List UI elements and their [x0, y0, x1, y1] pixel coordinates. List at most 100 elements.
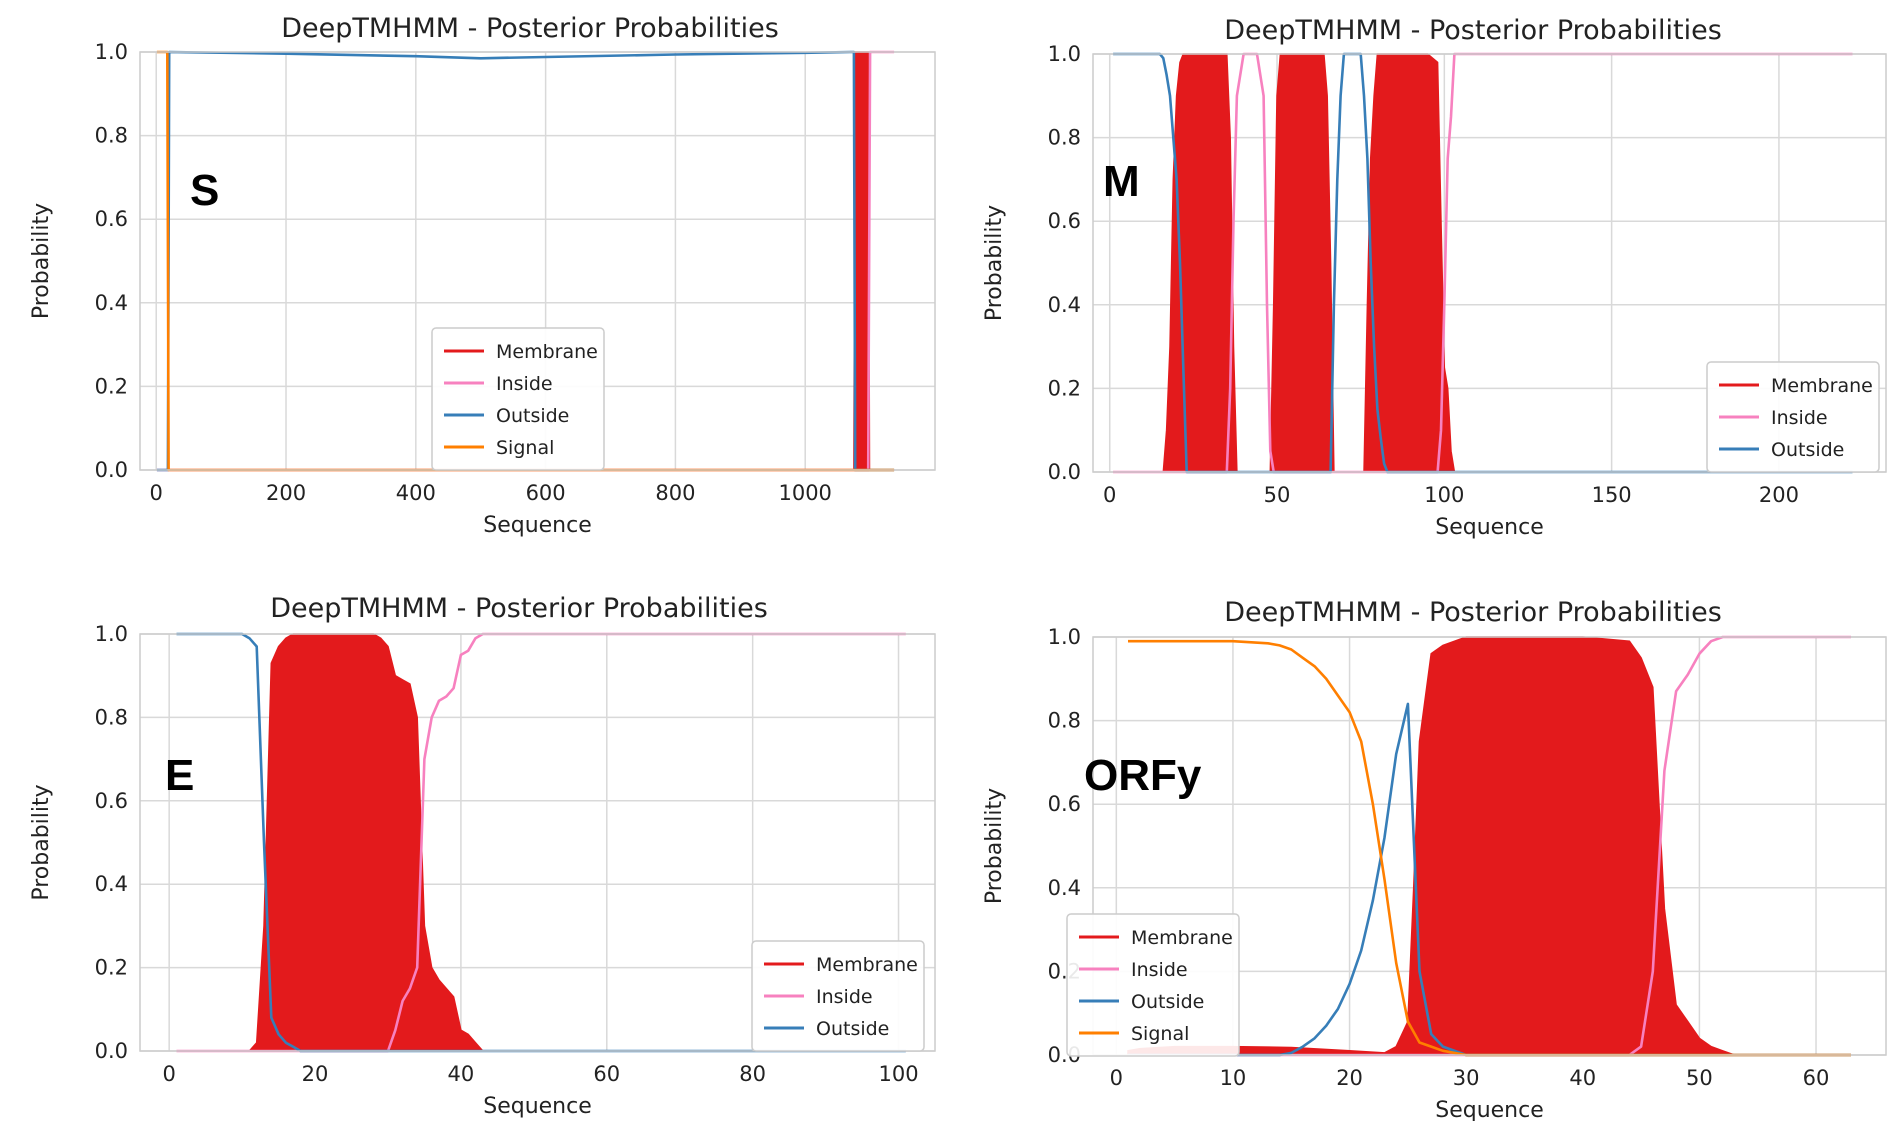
y-axis-label: Probability [29, 203, 54, 319]
legend-label-outside: Outside [816, 1018, 889, 1040]
x-tick-label: 30 [1453, 1066, 1480, 1090]
legend-label-signal: Signal [1131, 1023, 1189, 1045]
y-tick-label: 0.6 [1048, 209, 1081, 233]
x-tick-label: 200 [266, 481, 306, 505]
y-tick-label: 1.0 [95, 622, 128, 646]
x-axis-label: Sequence [1435, 515, 1544, 540]
chart-panel-orfy: 0 10 20 30 40 50 600.00.20.40.60.81.0DeepTMHMM… [982, 597, 1887, 1121]
legend-label-membrane: Membrane [1131, 927, 1233, 949]
x-tick-label: 10 [1220, 1066, 1247, 1090]
legend-label-signal: Signal [496, 437, 554, 459]
y-tick-label: 0.4 [1048, 293, 1081, 317]
panel-label: S [190, 166, 219, 215]
legend: Membrane Inside Outside Signal [431, 327, 605, 471]
legend-label-inside: Inside [816, 986, 873, 1008]
x-tick-label: 40 [448, 1062, 475, 1086]
y-tick-label: 0.2 [95, 956, 128, 980]
y-tick-label: 0.0 [1048, 460, 1081, 484]
x-tick-label: 150 [1592, 483, 1632, 507]
x-axis-label: Sequence [483, 1094, 592, 1119]
y-tick-label: 0.4 [1048, 876, 1081, 900]
chart-panel-e: 0 20 40 60 80 100 0.0 0.2 0.4 0.6 0.8 1.0 DeepTMHMM … [29, 593, 936, 1119]
chart-title: DeepTMHMM - Posterior Probabilities [281, 13, 779, 44]
inside-line [176, 632, 906, 1053]
legend-label-outside: Outside [496, 405, 569, 427]
chart-title: DeepTMHMM - Posterior Probabilities [1224, 15, 1722, 46]
x-tick-label: 0 [1103, 483, 1116, 507]
membrane-area [176, 633, 906, 1052]
legend-label-membrane: Membrane [1771, 375, 1873, 397]
y-tick-label: 0.8 [95, 124, 128, 148]
panel-label: M [1103, 157, 1140, 206]
plot-frame [1092, 636, 1887, 1056]
x-tick-label: 50 [1264, 483, 1291, 507]
legend-box [431, 327, 605, 471]
x-tick-label: 20 [302, 1062, 329, 1086]
y-axis-label: Probability [982, 205, 1007, 321]
x-tick-label: 0 [150, 481, 163, 505]
y-tick-label: 0.8 [1048, 709, 1081, 733]
x-tick-label: 1000 [778, 481, 831, 505]
legend-box [1706, 361, 1880, 473]
panel-label: E [165, 751, 194, 800]
chart-title: DeepTMHMM - Posterior Probabilities [1224, 597, 1722, 628]
legend: Membrane Inside Outside [751, 940, 925, 1052]
plot-frame [139, 633, 936, 1052]
x-tick-label: 0 [162, 1062, 175, 1086]
legend: Membrane Inside Outside Signal [1066, 913, 1240, 1057]
x-tick-label: 40 [1569, 1066, 1596, 1090]
panel-label: ORFy [1084, 751, 1202, 800]
y-tick-label: 0.6 [1048, 792, 1081, 816]
membrane-area [1113, 53, 1853, 473]
legend-label-membrane: Membrane [816, 954, 918, 976]
legend-label-membrane: Membrane [496, 341, 598, 363]
y-tick-label: 1.0 [95, 40, 128, 64]
y-tick-label: 0.2 [1048, 376, 1081, 400]
legend-box [751, 940, 925, 1052]
signal-line [1128, 639, 1851, 1057]
x-tick-label: 100 [1424, 483, 1464, 507]
legend-label-inside: Inside [496, 373, 553, 395]
x-tick-label: 80 [739, 1062, 766, 1086]
y-axis-label: Probability [982, 788, 1007, 904]
y-tick-label: 0.8 [95, 705, 128, 729]
y-tick-label: 1.0 [1048, 42, 1081, 66]
y-tick-label: 1.0 [1048, 625, 1081, 649]
legend-label-outside: Outside [1771, 439, 1844, 461]
x-axis-label: Sequence [1435, 1098, 1544, 1121]
outside-line [1128, 702, 1851, 1057]
inside-line [1128, 635, 1851, 1057]
plot-frame [1092, 53, 1887, 473]
outside-line [1113, 52, 1853, 474]
y-tick-label: 0.4 [95, 291, 128, 315]
y-tick-label: 0.0 [95, 1039, 128, 1063]
legend-label-outside: Outside [1131, 991, 1204, 1013]
y-tick-label: 0.4 [95, 872, 128, 896]
y-tick-label: 0.6 [95, 207, 128, 231]
x-axis-label: Sequence [483, 513, 592, 538]
legend-box [1066, 913, 1240, 1057]
x-tick-label: 20 [1336, 1066, 1363, 1090]
y-tick-label: 0.8 [1048, 126, 1081, 150]
y-tick-label: 0.0 [95, 458, 128, 482]
y-axis-label: Probability [29, 784, 54, 900]
chart-title: DeepTMHMM - Posterior Probabilities [270, 593, 768, 624]
legend: Membrane Inside Outside [1706, 361, 1880, 473]
x-tick-label: 400 [396, 481, 436, 505]
x-tick-label: 100 [878, 1062, 918, 1086]
legend-label-inside: Inside [1131, 959, 1188, 981]
y-tick-label: 0.6 [95, 789, 128, 813]
x-tick-label: 50 [1686, 1066, 1713, 1090]
y-tick-label: 0.2 [95, 374, 128, 398]
x-tick-label: 200 [1759, 483, 1799, 507]
x-tick-label: 60 [1803, 1066, 1830, 1090]
x-tick-label: 60 [593, 1062, 620, 1086]
chart-panel-m: 0 50 100 150 200 0.0 0.2 0.4 0.6 0.8 1.0 DeepTMHMM … [982, 15, 1887, 540]
x-tick-label: 800 [655, 481, 695, 505]
inside-line [1113, 52, 1853, 474]
outside-line [176, 632, 906, 1053]
legend-label-inside: Inside [1771, 407, 1828, 429]
chart-panel-s: 0 200 400 600 800 1000 0.0 0.2 0.4 0.6 0.8 1.0 DeepT… [29, 13, 936, 538]
x-tick-label: 600 [526, 481, 566, 505]
